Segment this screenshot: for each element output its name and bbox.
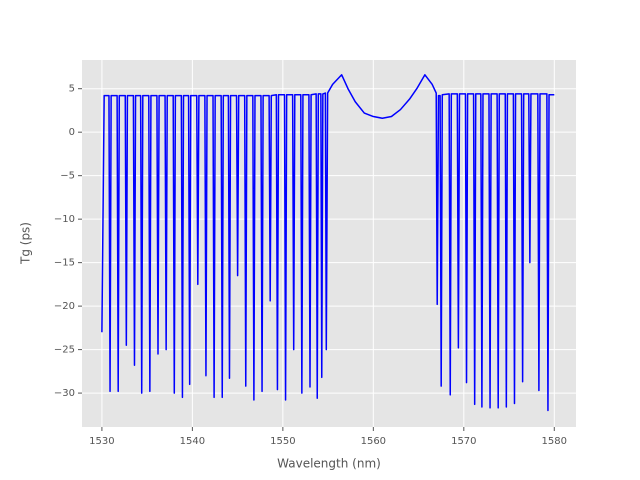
y-tick-label: −15 (54, 258, 75, 269)
plot-background (82, 60, 576, 427)
x-tick-label: 1530 (89, 436, 114, 447)
x-tick-label: 1540 (180, 436, 205, 447)
y-axis-label: Tg (ps) (19, 222, 33, 265)
y-tick-label: −5 (60, 171, 75, 182)
y-tick-label: −10 (54, 214, 75, 225)
y-tick-label: −20 (54, 301, 75, 312)
labels: 1530 1540 1550 1560 1570 1580 −30 −25 −20 −15 −10 −… (54, 84, 567, 447)
x-tick-label: 1580 (542, 436, 567, 447)
x-tick-label: 1560 (361, 436, 386, 447)
x-tick-label: 1550 (270, 436, 295, 447)
x-axis-label: Wavelength (nm) (277, 457, 381, 471)
y-tick-label: −30 (54, 388, 75, 399)
y-tick-label: −25 (54, 345, 75, 356)
grid (82, 60, 576, 427)
data-line (101, 74, 555, 412)
y-tick-label: 5 (69, 84, 75, 95)
x-tick-label: 1570 (451, 436, 476, 447)
marks (101, 74, 555, 412)
y-tick-label: 0 (69, 127, 75, 138)
